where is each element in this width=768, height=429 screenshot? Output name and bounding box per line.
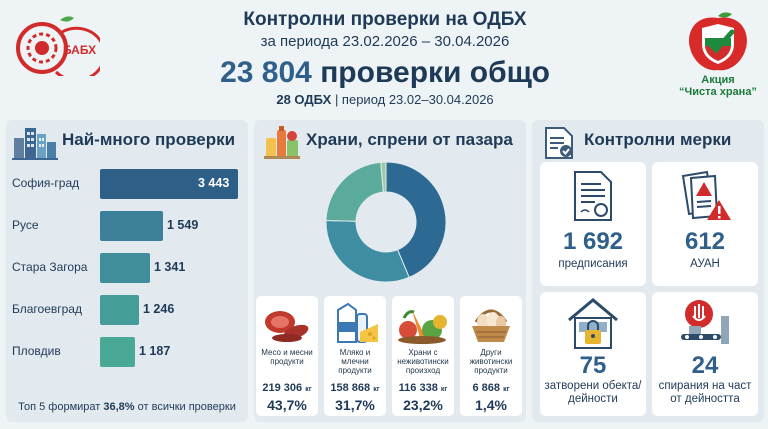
document-seal-icon	[574, 171, 612, 221]
babh-logo-text: БАБХ	[63, 43, 96, 57]
total-label: проверки общо	[320, 56, 550, 89]
measures-panel: Контролни мерки 1 692 предписания 612	[532, 120, 764, 422]
measure-label-auan: АУАН	[690, 258, 720, 270]
food-card-other: Други животински продукти 6 868 кг 1,4%	[460, 296, 522, 416]
page-title: Контролни проверки на ОДБХ	[243, 9, 527, 30]
donut-slice	[385, 161, 447, 279]
footnote-pre: Топ 5 формират	[18, 401, 104, 413]
city-buildings-icon	[12, 128, 58, 160]
measures-title: Контролни мерки	[584, 130, 732, 149]
babh-logo: БАБХ	[10, 14, 106, 82]
measure-card-prescriptions: 1 692 предписания	[540, 162, 646, 286]
inspections-title: Най-много проверки	[62, 130, 236, 149]
food-card-meat-kg: 219 306 кг	[262, 382, 312, 394]
eggs-basket-icon	[472, 309, 510, 342]
measure-value-stopped: 24	[691, 352, 719, 379]
donut-slice	[325, 161, 384, 222]
vegetables-icon	[398, 310, 447, 344]
bar	[100, 295, 139, 325]
footnote-strong: 36,8%	[103, 401, 135, 413]
grocery-products-icon	[264, 126, 300, 159]
food-title: Храни, спрени от пазара	[306, 130, 513, 149]
food-card-plant-pct: 23,2%	[403, 397, 443, 413]
donut-slice	[325, 219, 410, 283]
note-rest: | период 23.02–30.04.2026	[334, 92, 494, 107]
footnote-post: от всички проверки	[134, 401, 236, 413]
food-card-meat-caption: Месо и месни продукти	[261, 348, 313, 366]
clean-food-logo: Акция “Чиста храна”	[676, 12, 760, 110]
food-card-other-pct: 1,4%	[475, 397, 507, 413]
measure-value-auan: 612	[684, 228, 726, 255]
bar-value-label: 1 549	[167, 218, 199, 232]
bar	[100, 211, 163, 241]
bar	[100, 169, 238, 199]
food-card-meat: Месо и месни продукти 219 306 кг 43,7%	[256, 296, 318, 416]
total-checks: 23 804 проверки общо	[150, 55, 620, 91]
bar	[100, 253, 150, 283]
locked-building-icon	[568, 298, 618, 349]
measure-card-auan: 612 АУАН	[652, 162, 758, 286]
bar-value-label: 1 341	[154, 260, 186, 274]
bar-label: Благоевград	[12, 302, 82, 316]
bar-label: Русе	[12, 218, 39, 232]
measure-card-closed: 75 затворени обекта/дейности	[540, 292, 646, 416]
measure-label-closed: затворени обекта/дейности	[544, 380, 642, 405]
food-card-plant: Храни с неживотински произход 116 338 кг…	[392, 296, 454, 416]
food-card-plant-kg: 116 338 кг	[398, 382, 448, 394]
bar-label: Стара Загора	[12, 260, 88, 274]
food-donut-chart	[325, 161, 447, 283]
food-card-dairy: Мляко и млечни продукти 158 868 кг 31,7%	[324, 296, 386, 416]
bar-value-label: 1 246	[143, 302, 175, 316]
bar	[100, 337, 135, 367]
header-note: 28 ОДБХ | период 23.02–30.04.2026	[150, 91, 620, 108]
logo-action-line1: Акция	[701, 74, 735, 86]
page-period: за периода 23.02.2026 – 30.04.2026	[260, 33, 510, 50]
checklist-document-icon	[545, 127, 573, 159]
stopped-conveyor-icon	[681, 300, 729, 344]
inspections-panel: Най-много проверки Топ 5 формират 36,8% …	[6, 120, 248, 422]
measure-label-prescriptions: предписания	[558, 258, 628, 270]
food-card-dairy-caption: Мляко и млечни продукти	[338, 348, 372, 375]
header: Контролни проверки на ОДБХ за периода 23…	[150, 8, 620, 108]
total-value: 23 804	[220, 56, 312, 89]
logo-action-line2: “Чиста храна”	[679, 86, 757, 98]
food-card-other-kg: 6 868 кг	[472, 382, 510, 394]
bar-value-label: 3 443	[198, 176, 230, 190]
measure-value-prescriptions: 1 692	[562, 228, 624, 255]
milk-cheese-icon	[337, 302, 378, 343]
meat-icon	[265, 311, 309, 342]
food-card-meat-pct: 43,7%	[267, 397, 307, 413]
measure-card-stopped: 24 спирания на част от дейността	[652, 292, 758, 416]
note-strong: 28 ОДБХ	[276, 92, 332, 107]
warning-documents-icon	[681, 170, 731, 220]
bar-chart-footnote: Топ 5 формират 36,8% от всички проверки	[6, 401, 248, 413]
bar-label: София-град	[12, 176, 80, 190]
food-card-plant-caption: Храни с неживотински произход	[397, 348, 449, 375]
measure-label-stopped: спирания на част от дейността	[658, 380, 752, 405]
measure-value-closed: 75	[579, 352, 607, 379]
food-card-other-caption: Други животински продукти	[469, 348, 513, 375]
food-card-dairy-kg: 158 868 кг	[330, 382, 380, 394]
bar-value-label: 1 187	[139, 344, 171, 358]
food-card-dairy-pct: 31,7%	[335, 397, 375, 413]
food-removed-panel: Храни, спрени от пазара Месо и месни про…	[254, 120, 526, 422]
bar-label: Пловдив	[12, 344, 61, 358]
donut-slice	[380, 161, 387, 193]
